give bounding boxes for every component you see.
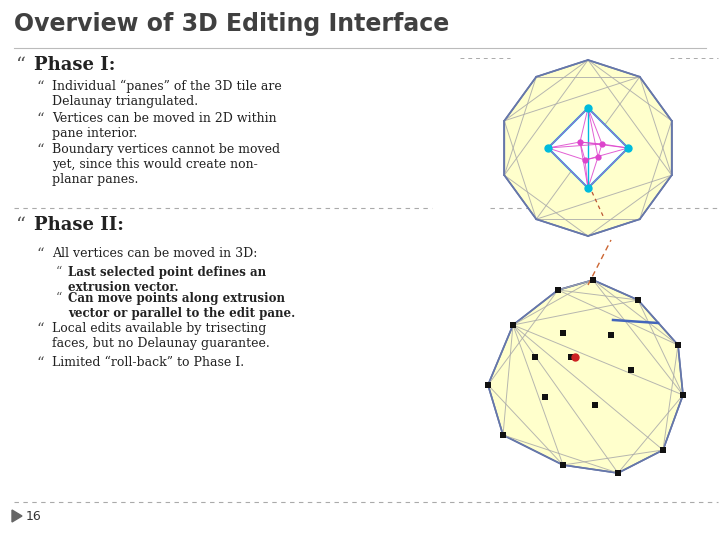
Text: Limited “roll-back” to Phase I.: Limited “roll-back” to Phase I. (52, 356, 244, 369)
Text: Boundary vertices cannot be moved
yet, since this would create non-
planar panes: Boundary vertices cannot be moved yet, s… (52, 143, 280, 186)
Text: Last selected point defines an
extrusion vector.: Last selected point defines an extrusion… (68, 266, 266, 294)
Text: Local edits available by trisecting
faces, but no Delaunay guarantee.: Local edits available by trisecting face… (52, 322, 270, 350)
Text: “: “ (36, 322, 44, 336)
Text: “: “ (16, 56, 26, 74)
Text: All vertices can be moved in 3D:: All vertices can be moved in 3D: (52, 247, 257, 260)
Text: Can move points along extrusion
vector or parallel to the edit pane.: Can move points along extrusion vector o… (68, 292, 295, 320)
Text: “: “ (36, 247, 44, 261)
Text: “: “ (56, 266, 63, 279)
Text: “: “ (36, 80, 44, 94)
Text: 16: 16 (26, 510, 42, 523)
Text: Phase II:: Phase II: (34, 216, 124, 234)
Polygon shape (504, 60, 672, 236)
Polygon shape (488, 280, 683, 473)
Text: “: “ (16, 216, 26, 234)
Text: Overview of 3D Editing Interface: Overview of 3D Editing Interface (14, 12, 449, 36)
Text: “: “ (56, 292, 63, 305)
Polygon shape (548, 108, 628, 188)
Text: “: “ (36, 356, 44, 370)
Text: “: “ (36, 112, 44, 126)
Text: Phase I:: Phase I: (34, 56, 115, 74)
Text: Individual “panes” of the 3D tile are
Delaunay triangulated.: Individual “panes” of the 3D tile are De… (52, 80, 282, 108)
Text: “: “ (36, 143, 44, 157)
Text: Vertices can be moved in 2D within
pane interior.: Vertices can be moved in 2D within pane … (52, 112, 276, 140)
Polygon shape (12, 510, 22, 522)
